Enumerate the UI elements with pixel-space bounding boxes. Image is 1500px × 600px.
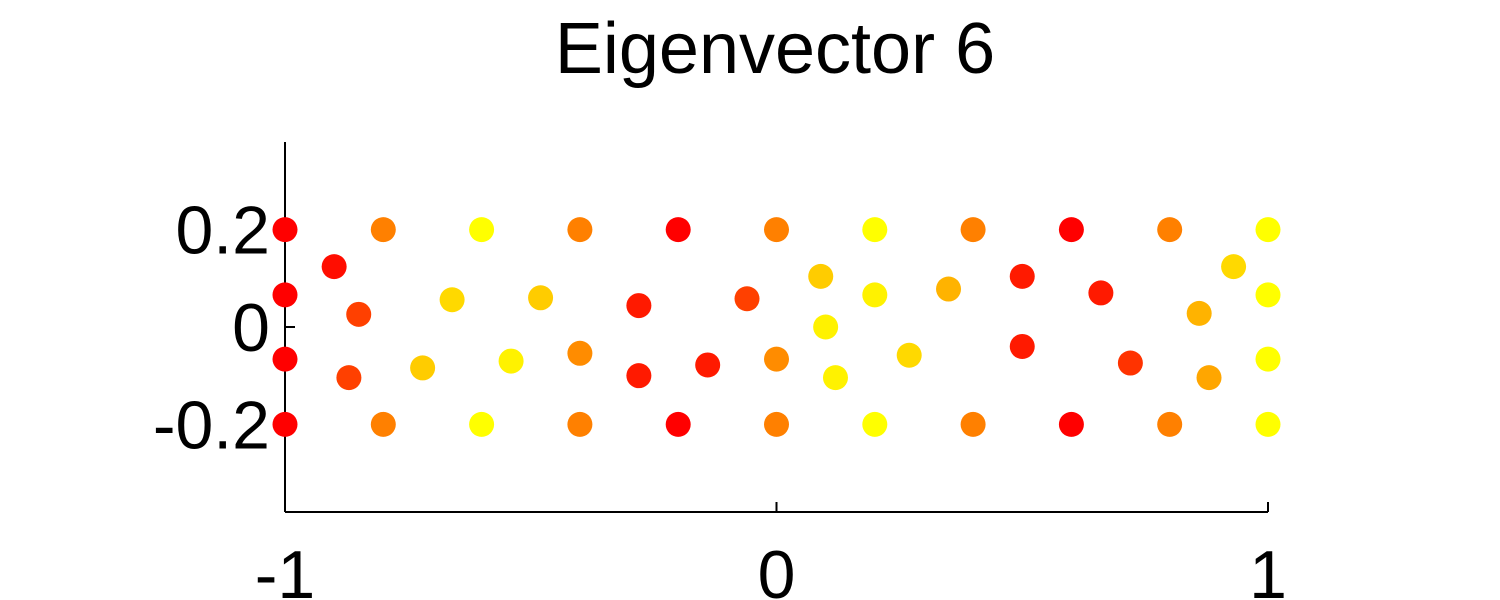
scatter-point [370,411,396,437]
y-tick-label: -0.2 [153,387,270,463]
x-tick-label: 0 [758,537,796,600]
scatter-point [764,411,789,437]
axes: -1 0 1 -0.2 0 0.2 [153,142,1287,600]
scatter-point [734,286,760,312]
scatter-point [1009,263,1035,289]
scatter-point [1255,217,1281,243]
scatter-point [439,287,465,313]
scatter-point [272,282,298,308]
scatter-point [1221,254,1247,280]
scatter-point [498,348,524,374]
scatter-point [764,346,789,372]
scatter-point [1058,217,1084,243]
scatter-point [822,365,848,391]
scatter-point [1255,346,1281,372]
scatter-point [370,217,396,243]
y-tick-label: 0 [232,290,270,366]
scatter-point [808,263,834,289]
scatter-point [896,342,922,368]
scatter-point [1255,282,1281,308]
scatter-point [272,411,298,437]
data-points [272,217,1281,437]
scatter-point [1009,333,1035,359]
scatter-point [469,411,495,437]
scatter-point [1255,411,1281,437]
x-tick-label: 1 [1249,537,1287,600]
scatter-point [960,217,986,243]
scatter-point [567,340,593,366]
scatter-point [862,217,888,243]
scatter-point [567,217,593,243]
scatter-point [813,314,839,340]
scatter-point [1088,280,1114,306]
scatter-point [346,301,372,327]
scatter-point [272,346,298,372]
scatter-point [626,363,652,389]
scatter-point [410,355,436,381]
scatter-point [862,411,888,437]
scatter-point [764,217,789,243]
scatter-point [862,282,888,308]
scatter-point [695,352,721,378]
x-tick-label: -1 [255,537,315,600]
scatter-point [321,254,347,280]
scatter-point [272,217,298,243]
scatter-point [665,411,691,437]
scatter-point [528,285,554,311]
chart-title: Eigenvector 6 [555,9,995,89]
scatter-point [1117,350,1143,376]
y-tick-label: 0.2 [175,193,270,269]
scatter-point [1058,411,1084,437]
scatter-point [936,276,962,302]
scatter-point [469,217,495,243]
scatter-point [960,411,986,437]
scatter-point [1157,217,1183,243]
scatter-point [626,293,652,319]
scatter-point [1196,365,1222,391]
scatter-point [1157,411,1183,437]
scatter-point [1186,300,1212,326]
scatter-point [567,411,593,437]
scatter-point [665,217,691,243]
scatter-point [336,365,362,391]
